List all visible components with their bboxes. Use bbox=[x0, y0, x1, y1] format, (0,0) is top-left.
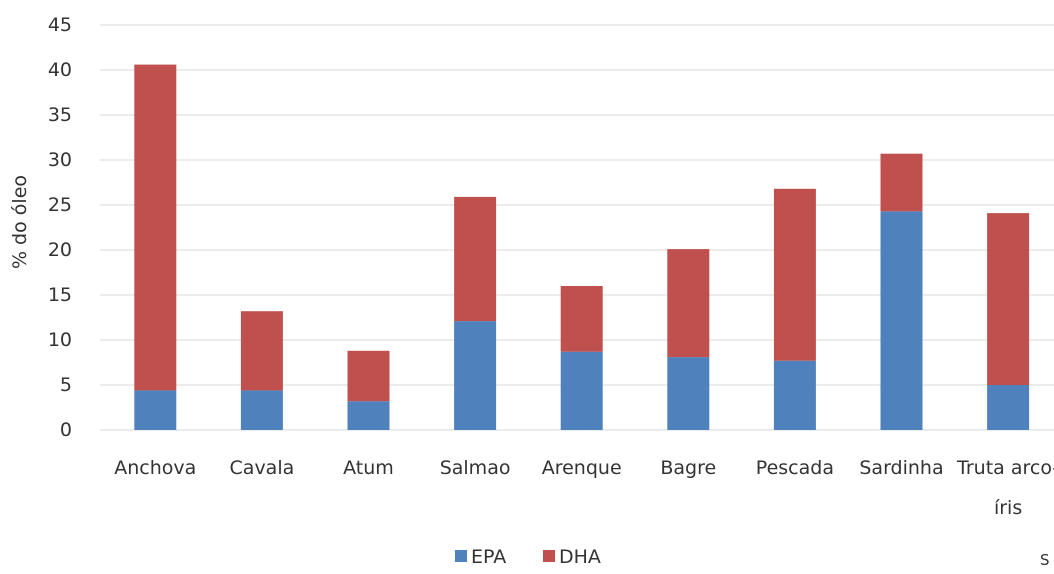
x-tick-label: Salmao bbox=[439, 457, 511, 479]
y-tick-label: 35 bbox=[47, 104, 72, 126]
bar-segment bbox=[667, 249, 710, 358]
x-tick-label: Bagre bbox=[660, 457, 717, 479]
y-tick-label: 10 bbox=[47, 329, 72, 351]
y-tick-label: 5 bbox=[59, 374, 72, 396]
legend-swatch bbox=[543, 550, 555, 562]
bar-segment bbox=[347, 350, 390, 402]
bar-segment bbox=[880, 211, 923, 430]
note: S bbox=[1040, 551, 1050, 569]
x-tick-label: Pescada bbox=[755, 457, 834, 479]
bar-segment bbox=[134, 390, 177, 430]
bar-segment bbox=[987, 385, 1030, 430]
x-tick-label: Sardinha bbox=[859, 457, 944, 479]
bar-segment bbox=[560, 351, 603, 430]
y-tick-label: 25 bbox=[47, 194, 72, 216]
bar-segment bbox=[773, 360, 816, 430]
y-tick-label: 30 bbox=[47, 149, 72, 171]
bar-segment bbox=[347, 401, 390, 430]
bar-segment bbox=[987, 213, 1030, 385]
bar-segment bbox=[454, 196, 497, 322]
x-tick-label: Truta arco-íris bbox=[957, 457, 1054, 519]
bar-segment bbox=[667, 357, 710, 430]
bar-segment bbox=[454, 321, 497, 430]
bar-segment bbox=[773, 188, 816, 361]
legend-swatch bbox=[455, 550, 467, 562]
bar-segment bbox=[880, 153, 923, 212]
bar-segment bbox=[134, 64, 177, 391]
x-tick-label: Cavala bbox=[229, 457, 295, 479]
bar-segment bbox=[560, 286, 603, 352]
bar-segment bbox=[240, 311, 283, 391]
y-tick-label: 0 bbox=[59, 419, 72, 441]
y-tick-label: 45 bbox=[47, 14, 72, 36]
legend-label: DHA bbox=[559, 546, 601, 568]
x-tick-label: Anchova bbox=[114, 457, 197, 479]
y-tick-label: 20 bbox=[47, 239, 72, 261]
bar-segment bbox=[240, 390, 283, 430]
x-tick-label: Arenque bbox=[541, 457, 622, 479]
legend-label: EPA bbox=[471, 546, 507, 568]
y-tick-label: 40 bbox=[47, 59, 72, 81]
x-tick-label: Atum bbox=[343, 457, 394, 479]
y-tick-label: 15 bbox=[47, 284, 72, 306]
